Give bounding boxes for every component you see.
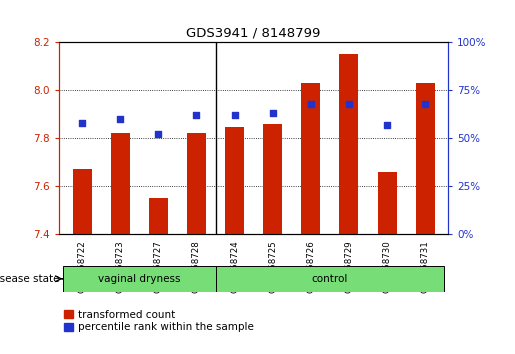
Point [345, 101, 353, 107]
Legend: transformed count, percentile rank within the sample: transformed count, percentile rank withi… [64, 310, 254, 332]
Point [230, 112, 238, 118]
Bar [416, 83, 435, 234]
FancyBboxPatch shape [215, 266, 444, 292]
Bar [339, 55, 358, 234]
Text: control: control [312, 274, 348, 284]
Bar [73, 169, 92, 234]
Bar [225, 127, 244, 234]
Bar [111, 133, 130, 234]
Text: vaginal dryness: vaginal dryness [98, 274, 181, 284]
Text: disease state: disease state [0, 274, 60, 284]
Point [192, 112, 200, 118]
Point [269, 110, 277, 116]
Bar [187, 133, 206, 234]
Point [421, 101, 430, 107]
Point [383, 122, 391, 127]
Point [116, 116, 124, 122]
Bar [263, 124, 282, 234]
Point [154, 131, 162, 137]
Point [78, 120, 86, 126]
Point [307, 101, 315, 107]
Title: GDS3941 / 8148799: GDS3941 / 8148799 [186, 27, 321, 40]
Bar [301, 83, 320, 234]
Bar [149, 198, 168, 234]
FancyBboxPatch shape [63, 266, 215, 292]
Bar [377, 172, 397, 234]
